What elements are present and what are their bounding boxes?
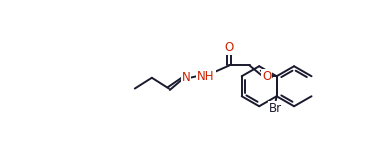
Text: Br: Br [269,102,282,115]
Text: NH: NH [197,70,215,83]
Text: O: O [262,70,271,83]
Text: N: N [182,71,190,84]
Text: O: O [225,41,234,54]
